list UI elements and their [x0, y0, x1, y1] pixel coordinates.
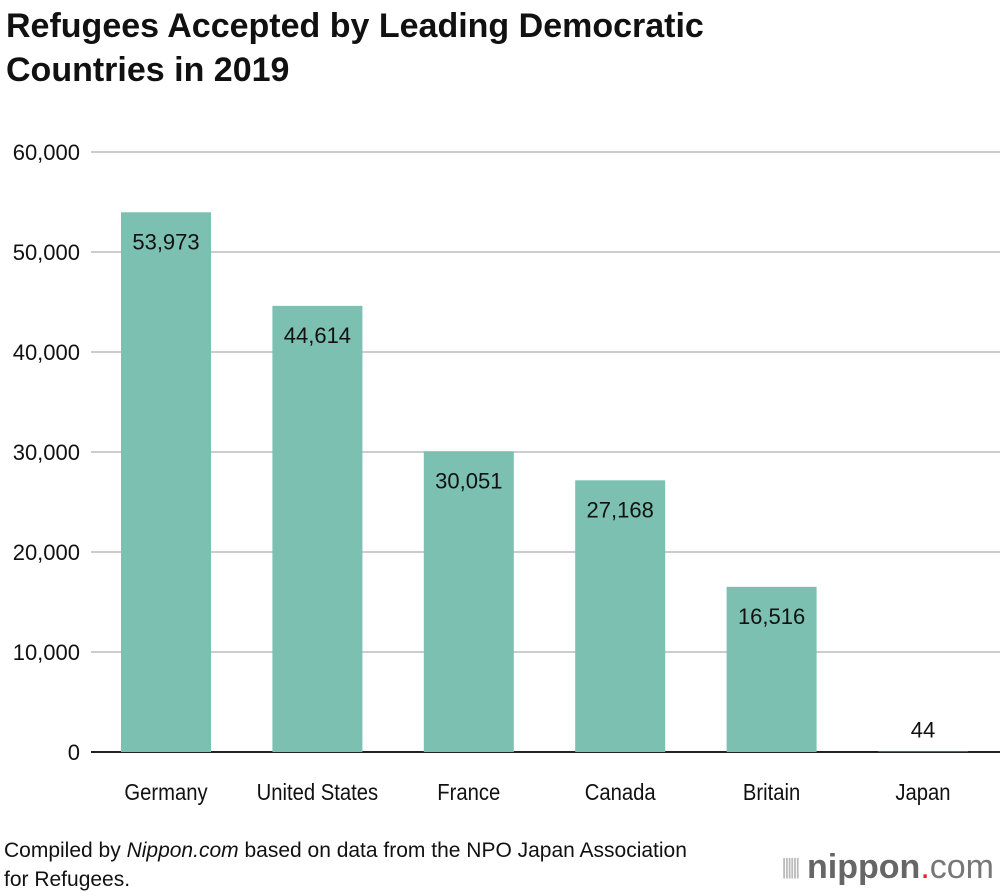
- bar-france: [423, 451, 514, 752]
- x-tick-label: Canada: [585, 779, 657, 806]
- y-tick-label: 20,000: [13, 540, 80, 565]
- y-tick-label: 50,000: [13, 240, 80, 265]
- bar-germany: [121, 212, 211, 752]
- x-tick-label: France: [437, 779, 500, 806]
- bar-chart: 0 10,000 20,000 30,000 40,000 50,000 60,000 53,…: [13, 140, 1000, 806]
- bar-united-states: [272, 305, 363, 752]
- y-tick-label: 30,000: [13, 440, 80, 465]
- bar-canada: [575, 480, 666, 752]
- data-label: 53,973: [132, 229, 199, 254]
- y-tick-label: 0: [68, 740, 80, 765]
- x-tick-label: Japan: [895, 779, 950, 806]
- y-tick-label: 10,000: [13, 640, 80, 665]
- data-label: 30,051: [435, 468, 502, 493]
- chart-title: Refugees Accepted by Leading Democratic …: [6, 7, 704, 89]
- data-label: 27,168: [587, 497, 654, 522]
- source-name: Nippon.com: [126, 839, 239, 862]
- source-prefix: Compiled by: [4, 839, 127, 862]
- x-tick-label: United States: [257, 779, 379, 806]
- data-label: 16,516: [738, 604, 805, 629]
- source-note: Compiled by Nippon.com based on data fro…: [4, 836, 694, 894]
- x-tick-label: Britain: [743, 779, 800, 806]
- y-tick-label: 60,000: [13, 140, 80, 165]
- source-suffix: based on data from the NPO Japan Associa…: [4, 839, 687, 891]
- data-label: 44: [911, 718, 935, 743]
- data-label: 44,614: [284, 323, 351, 348]
- y-tick-label: 40,000: [13, 340, 80, 365]
- x-tick-label: Germany: [124, 779, 207, 806]
- nippon-logo: |||||| nippon.com: [781, 848, 994, 886]
- logo-wave-icon: ||||||: [781, 854, 800, 879]
- bar-britain: [726, 586, 817, 752]
